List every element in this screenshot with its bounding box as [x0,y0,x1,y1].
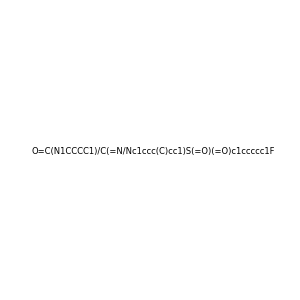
Text: O=C(N1CCCC1)/C(=N/Nc1ccc(C)cc1)S(=O)(=O)c1ccccc1F: O=C(N1CCCC1)/C(=N/Nc1ccc(C)cc1)S(=O)(=O)… [32,147,275,156]
